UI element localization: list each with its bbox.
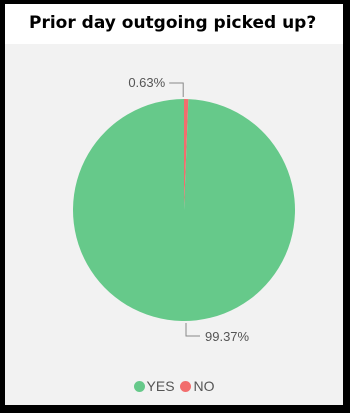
legend-label-no: NO [193, 378, 215, 394]
leader-line-yes [185, 323, 200, 337]
pie-chart: 0.63% 99.37% [73, 75, 296, 344]
chart-title: Prior day outgoing picked up? [5, 4, 343, 44]
legend-dot-yes [133, 380, 145, 392]
chart-card: Prior day outgoing picked up? 0.63% 99.37… [5, 4, 343, 405]
legend-item-no[interactable]: NO [180, 378, 214, 394]
data-label-no: 0.63% [128, 75, 165, 90]
legend-label-yes: YES [146, 378, 175, 394]
pie-slice-yes[interactable] [73, 99, 296, 321]
data-label-yes: 99.37% [205, 329, 250, 344]
leader-line-no [169, 82, 184, 98]
legend-dot-no [180, 380, 192, 392]
legend: YES NO [5, 378, 343, 395]
legend-item-yes[interactable]: YES [133, 378, 175, 394]
pie-slice-no[interactable] [184, 99, 189, 210]
